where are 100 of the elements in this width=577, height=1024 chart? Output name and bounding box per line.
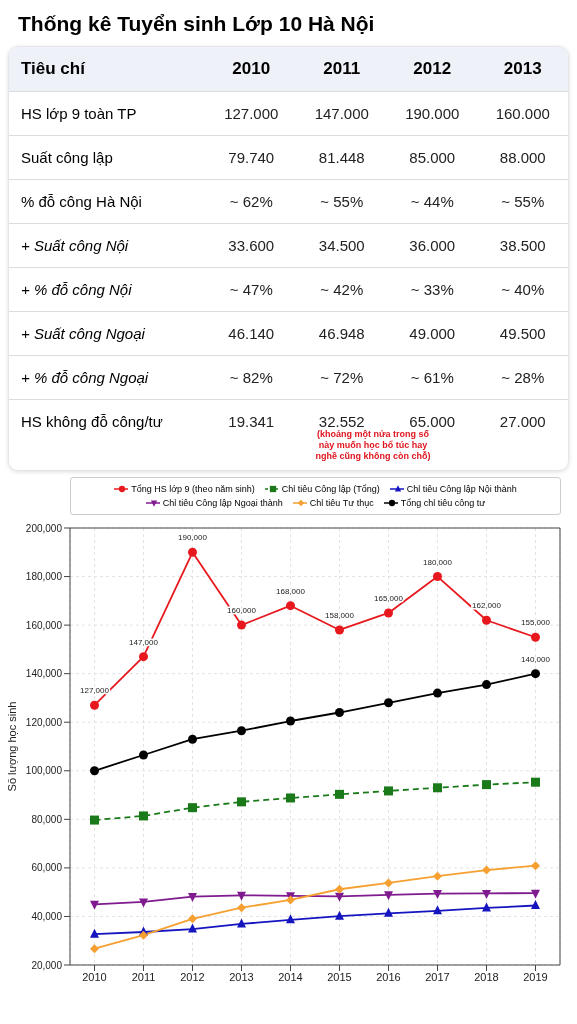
point (139, 898, 148, 908)
x-tick-label: 2016 (376, 970, 401, 983)
text: ~ 72% (320, 369, 364, 386)
text: ~ 55% (501, 193, 545, 210)
x-tick-label: 2013 (229, 970, 254, 983)
y-axis-title: Tiêu chí (20, 59, 87, 79)
y-tick-label: 180,000 (25, 571, 63, 583)
legend-label: Tổng chỉ tiêu công tư (400, 498, 486, 508)
point (384, 878, 393, 888)
y-tick-label: 160,000 (25, 619, 63, 631)
text: 147.000 (314, 105, 369, 122)
point (335, 789, 344, 799)
point (237, 918, 246, 928)
text: 88.000 (499, 149, 546, 166)
text: 65.000 (409, 413, 456, 430)
y-axis-title: Số lượng học sinh (5, 701, 18, 792)
point (90, 700, 99, 710)
data-label: 168,000 (276, 586, 306, 596)
y-tick-label: 100,000 (25, 765, 63, 777)
point (188, 914, 197, 924)
point (531, 889, 540, 899)
text: 38.500 (499, 237, 546, 254)
point (90, 900, 99, 910)
text: 36.000 (409, 237, 456, 254)
y-tick-label: HS lớp 9 toàn TP (20, 105, 138, 122)
point (139, 930, 148, 940)
point (188, 923, 197, 933)
chart-title: Thống kê Tuyển sinh Lớp 10 Hà Nội (17, 11, 376, 37)
legend-label: Chỉ tiêu Công lập Ngoại thành (162, 498, 283, 508)
y-tick-label: HS không đỗ công/tư (20, 413, 164, 430)
point (286, 601, 295, 611)
data-label: 158,000 (325, 610, 355, 620)
text: 81.448 (318, 149, 365, 166)
point (237, 797, 246, 807)
point (90, 766, 99, 776)
annotation: (khoảng một nửa trong số này muốn học bổ túc hay nghề cũng không còn chỗ) (314, 429, 432, 462)
x-tick-label: 2011 (322, 59, 362, 79)
text: 33.600 (228, 237, 275, 254)
text: ~ 47% (229, 281, 273, 298)
point (237, 903, 246, 913)
text: 27.000 (499, 413, 546, 430)
text: 19.341 (228, 413, 275, 430)
text: ~ 40% (501, 281, 545, 298)
x-tick-label: 2017 (425, 970, 450, 983)
point (384, 907, 393, 917)
legend-label: Chỉ tiêu Công lập Nội thành (406, 484, 517, 494)
x-tick-label: 2019 (523, 970, 548, 983)
point (384, 608, 393, 618)
point (139, 811, 148, 821)
y-tick-label: + Suất công Nội (20, 237, 130, 254)
data-label: 162,000 (472, 601, 502, 611)
point (188, 547, 197, 557)
data-label: 127,000 (80, 686, 110, 696)
y-tick-label: 200,000 (25, 522, 63, 534)
point (237, 726, 246, 736)
x-tick-label: 2010 (82, 970, 107, 983)
point (433, 890, 442, 900)
y-tick-label: % đỗ công Hà Nội (20, 193, 143, 210)
point (482, 615, 491, 625)
text: ~ 61% (410, 369, 454, 386)
x-tick-label: 2018 (474, 970, 499, 983)
data-label: 190,000 (178, 533, 208, 543)
data-label: 140,000 (521, 654, 551, 664)
point (531, 900, 540, 910)
x-tick-label: 2015 (327, 970, 352, 983)
y-tick-label: 60,000 (31, 862, 63, 874)
point (384, 786, 393, 796)
text: ~ 62% (229, 193, 273, 210)
point (335, 884, 344, 894)
point (531, 632, 540, 642)
point (482, 889, 491, 899)
y-tick-label: 20,000 (31, 959, 63, 971)
data-label: 165,000 (374, 593, 404, 603)
point (433, 572, 442, 582)
x-tick-label: 2012 (412, 59, 453, 79)
text: 46.948 (318, 325, 365, 342)
y-tick-label: 40,000 (31, 910, 63, 922)
text: ~ 44% (410, 193, 454, 210)
x-tick-label: 2010 (231, 59, 272, 79)
text: ~ 42% (320, 281, 364, 298)
text: 49.000 (409, 325, 456, 342)
text: ~ 28% (501, 369, 545, 386)
point (286, 716, 295, 726)
point (90, 928, 99, 938)
point (335, 892, 344, 902)
point (237, 891, 246, 901)
text: 79.740 (228, 149, 275, 166)
y-tick-label: 80,000 (31, 813, 63, 825)
text: 46.140 (228, 325, 275, 342)
point (139, 750, 148, 760)
point (384, 698, 393, 708)
point (286, 793, 295, 803)
point (531, 777, 540, 787)
point (237, 620, 246, 630)
y-tick-label: 120,000 (25, 716, 63, 728)
text: 32.552 (318, 413, 365, 430)
text: 127.000 (224, 105, 279, 122)
point (335, 625, 344, 635)
text: ~ 82% (229, 369, 273, 386)
point (433, 783, 442, 793)
